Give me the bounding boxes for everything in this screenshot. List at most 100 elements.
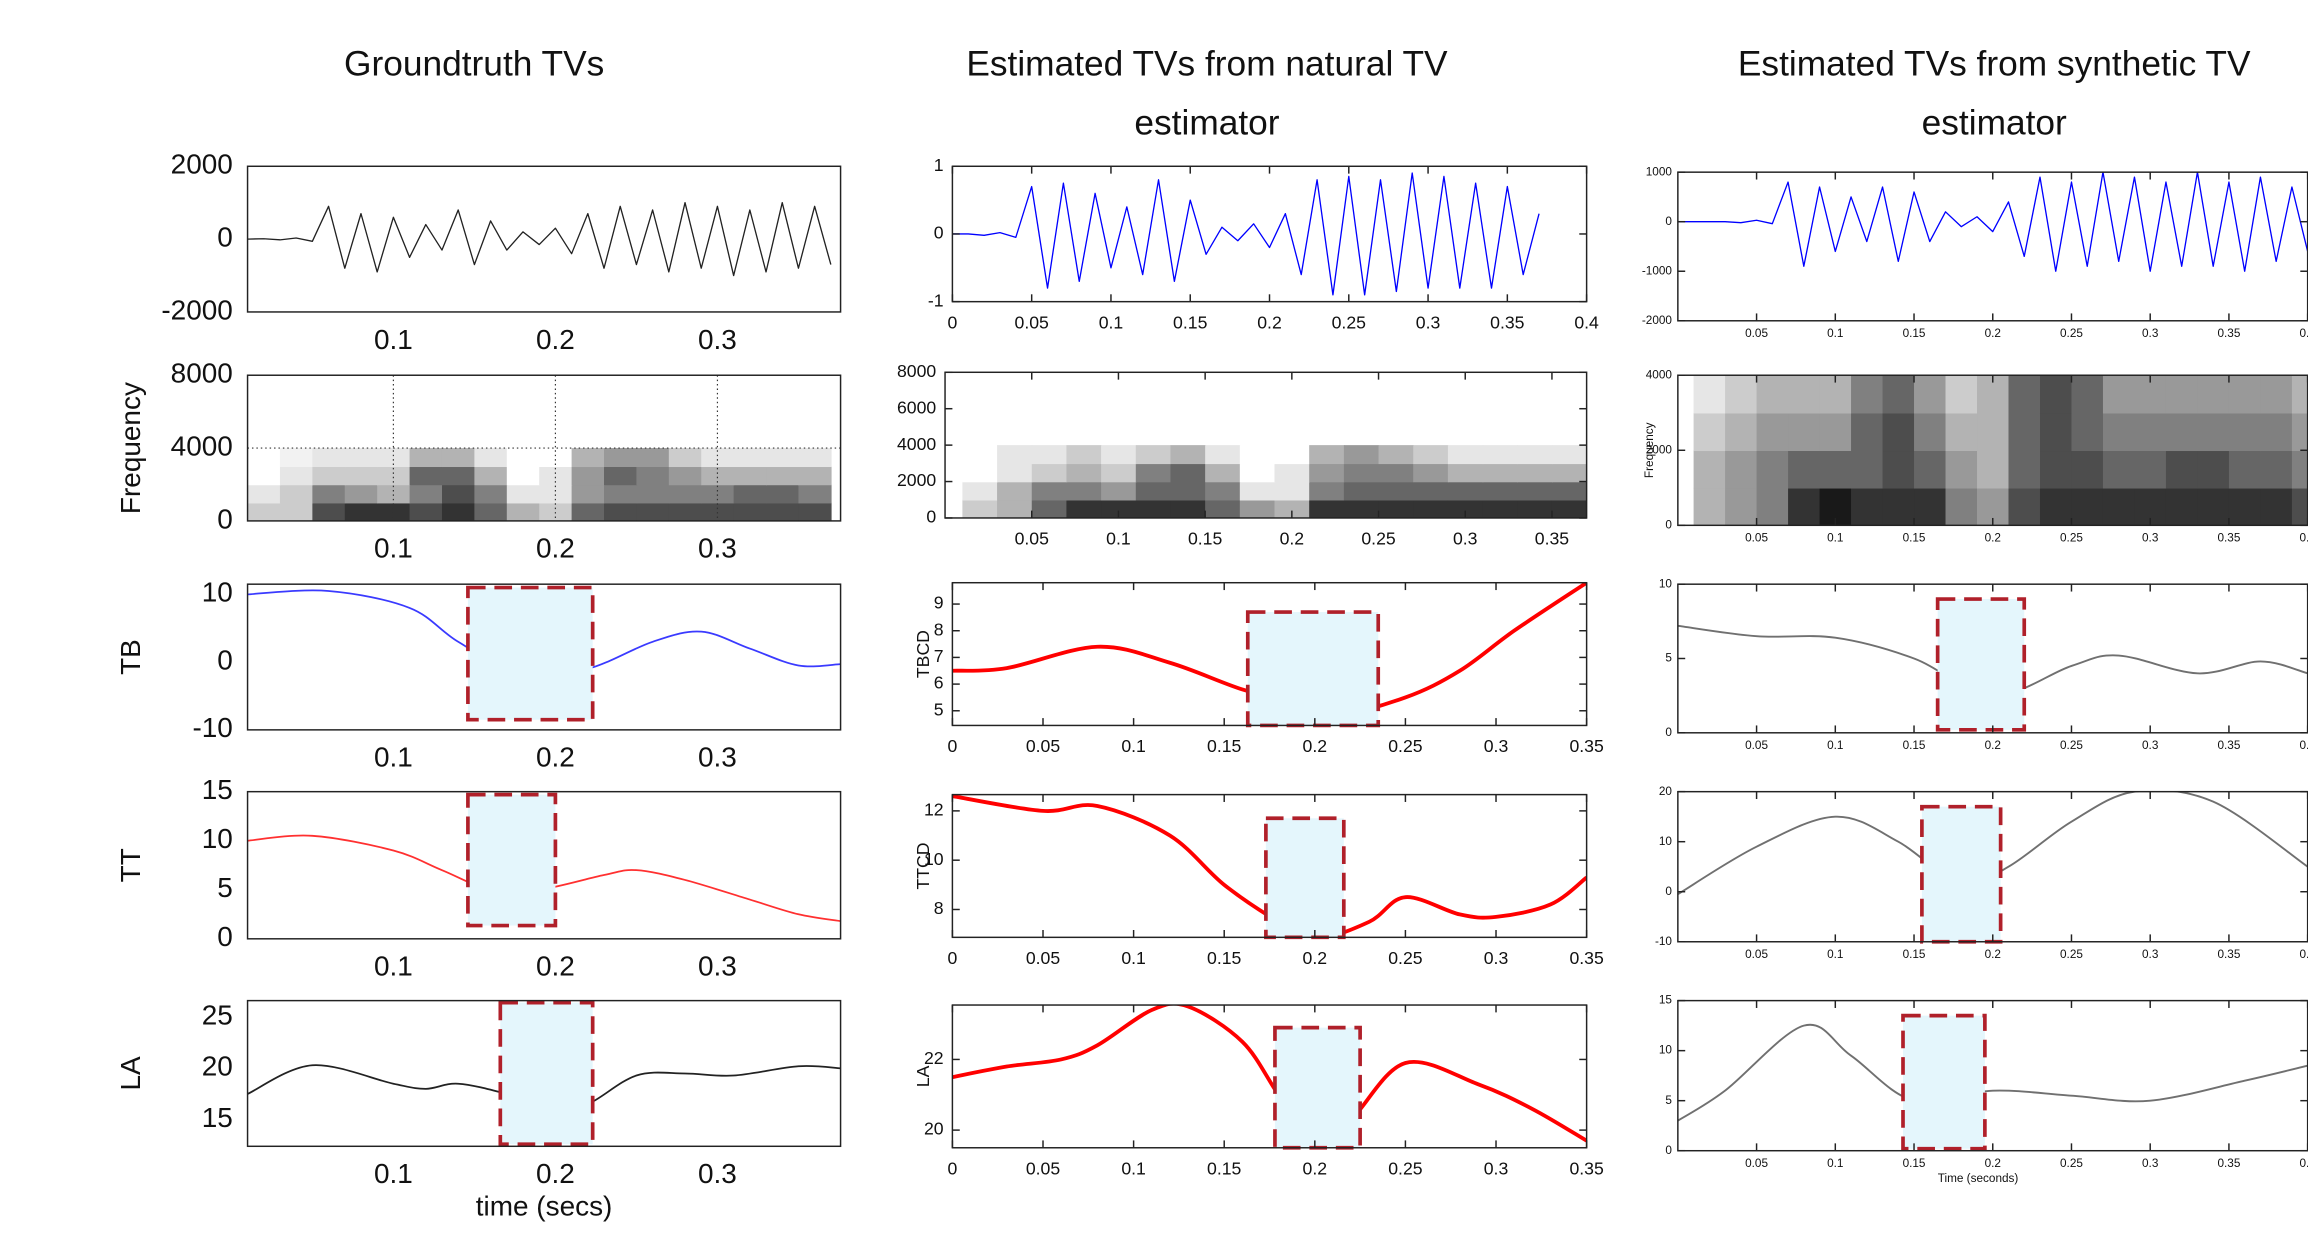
y-tick-label: 10	[1659, 1044, 1673, 1057]
x-tick-label: 0.35	[1535, 529, 1570, 549]
spectrogram-cell	[1378, 499, 1414, 518]
spectrogram-cell	[344, 466, 378, 486]
x-tick-label: 0.1	[1827, 1157, 1843, 1170]
x-tick-label: 0.35	[1569, 736, 1604, 756]
y-tick-label: 6000	[897, 397, 936, 417]
x-tick-label: 0.2	[1280, 529, 1305, 549]
spectrogram-cell	[1447, 463, 1484, 483]
x-tick-label: 0.25	[2060, 739, 2083, 752]
panel: 0 0.05 0.1 0.15 0.2 0.25 0.3 0.35 0.4-101	[928, 155, 1599, 332]
spectrogram-cell	[506, 466, 540, 486]
y-axis-label: TTCD	[913, 842, 933, 889]
spectrogram-cell	[506, 484, 540, 504]
spectrogram-cell	[1239, 499, 1276, 518]
spectrogram-cell	[1551, 481, 1587, 501]
panel: 0.1 0.2 0.3 -2000 0 2000	[161, 149, 842, 355]
data-line	[247, 202, 832, 277]
spectrogram-cell	[279, 484, 314, 504]
plot-area	[952, 172, 1540, 296]
x-tick-label: 0.35	[1569, 948, 1604, 968]
x-tick-label: 0.35	[2217, 948, 2240, 961]
spectrogram-cell	[1170, 481, 1206, 501]
data-line	[1677, 172, 2308, 272]
x-tick-label: 0.3	[1453, 529, 1478, 549]
spectrogram-cell	[766, 484, 800, 504]
x-tick-label: 0.3	[698, 533, 737, 564]
y-tick-label: 15	[202, 774, 233, 805]
y-tick-label: 12	[924, 800, 944, 820]
x-tick-label: 0.3	[698, 951, 737, 982]
x-tick-label: 0.25	[1388, 948, 1423, 968]
spectrogram-cell	[1031, 499, 1068, 518]
y-tick-label: 10	[1659, 835, 1673, 848]
plot-frame	[246, 374, 842, 522]
x-tick-label: 0.1	[1121, 736, 1146, 756]
highlight-box	[466, 792, 558, 928]
spectrogram-cell	[1945, 412, 1978, 452]
y-tick-label: -1000	[1642, 264, 1673, 277]
spectrogram-cell	[766, 448, 800, 468]
spectrogram-cell	[247, 502, 281, 521]
data-line	[247, 834, 841, 923]
panel: 0.05 0.1 0.15 0.2 0.25 0.3 0.35 0 2000 4000 6000 80…	[897, 361, 1588, 549]
y-tick-label: 0	[1665, 1144, 1672, 1157]
spectrogram-cell	[1031, 463, 1068, 483]
plot-area	[962, 445, 1587, 518]
spectrogram-cell	[1413, 499, 1449, 518]
spectrogram-cell	[997, 445, 1033, 465]
plot-area	[952, 1005, 1587, 1147]
highlight-box	[1901, 1013, 1987, 1151]
x-tick-label: 0.25	[2060, 532, 2083, 545]
y-axis-label: Frequency	[1643, 422, 1656, 478]
x-tick-label: 0.35	[2217, 1157, 2240, 1170]
spectrogram-cell	[2197, 375, 2230, 414]
x-axis-label: Time (seconds)	[1938, 1172, 2019, 1185]
spectrogram-cell	[247, 466, 281, 486]
y-tick-label: 20	[202, 1051, 233, 1082]
x-tick-label: 0.15	[1207, 948, 1242, 968]
y-tick-label: 0	[217, 503, 233, 534]
spectrogram-cell	[1101, 463, 1137, 483]
y-tick-label: 1000	[1646, 165, 1673, 178]
spectrogram-cell	[1482, 463, 1518, 483]
spectrogram-cell	[1135, 445, 1172, 465]
x-tick-label: 0.05	[1015, 312, 1050, 332]
spectrogram-cell	[1101, 445, 1137, 465]
spectrogram-cell	[1239, 445, 1276, 465]
x-tick-label: 0.1	[1121, 948, 1146, 968]
spectrogram-cell	[1170, 445, 1206, 465]
panel: 0.1 0.2 0.3 0 4000 8000 Frequency	[115, 358, 842, 564]
spectrogram-cell	[2165, 450, 2199, 489]
y-axis-label: TB	[115, 639, 146, 675]
spectrogram-cell	[1170, 463, 1206, 483]
x-tick-label: 0.15	[1903, 739, 1926, 752]
x-tick-label: 0.15	[1207, 1158, 1242, 1178]
x-tick-label: 0.3	[2142, 327, 2159, 340]
spectrogram-cell	[2008, 450, 2041, 489]
spectrogram-cell	[312, 466, 346, 486]
spectrogram-cell	[1977, 412, 2010, 452]
spectrogram-cell	[668, 502, 702, 521]
plot-area	[247, 202, 832, 277]
y-tick-label: 4000	[1646, 368, 1673, 381]
y-tick-label: -10	[192, 712, 232, 743]
x-tick-label: 0.1	[374, 951, 413, 982]
spectrogram-cell	[997, 481, 1033, 501]
highlight-box	[1273, 1025, 1362, 1150]
x-tick-label: 0.3	[1416, 312, 1441, 332]
y-tick-label: 5	[1665, 1094, 1672, 1107]
x-tick-label: 0.25	[1388, 1158, 1423, 1178]
spectrogram-cell	[1274, 499, 1310, 518]
spectrogram-cell	[2260, 375, 2293, 414]
spectrogram-cell	[1274, 445, 1310, 465]
spectrogram-cell	[1788, 375, 1821, 414]
spectrogram-cell	[506, 502, 540, 521]
spectrogram-cell	[2165, 487, 2199, 526]
y-tick-label: 10	[1659, 577, 1673, 590]
spectrogram-cell	[1756, 450, 1789, 489]
x-tick-label: 0	[947, 1158, 957, 1178]
spectrogram-cell	[798, 502, 832, 521]
y-tick-label: 0	[934, 223, 944, 243]
spectrogram-cell	[2291, 450, 2308, 489]
spectrogram-cell	[571, 502, 605, 521]
